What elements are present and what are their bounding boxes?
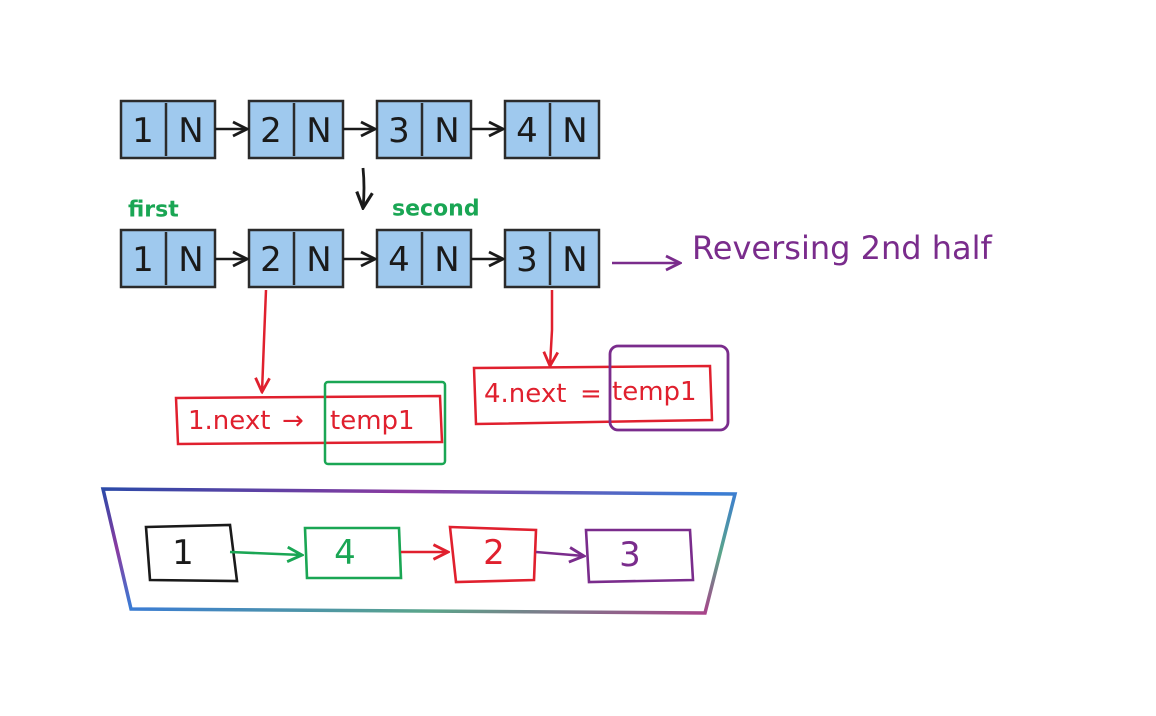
node-value: 2	[260, 240, 282, 280]
list-node: 1 N	[119, 228, 217, 289]
red-pointer-arrow	[550, 290, 552, 366]
node-next: N	[178, 240, 203, 280]
step-box-border	[472, 364, 714, 426]
step-right-target: temp1	[612, 377, 697, 407]
node-next: N	[306, 111, 331, 151]
result-arrow	[535, 552, 584, 556]
node-box	[503, 99, 601, 160]
result-frame: 1 4 2 3	[100, 487, 738, 615]
result-node-box	[303, 526, 403, 580]
step-box-left: 1.next → temp1	[174, 380, 447, 466]
list-node: 4 N	[503, 99, 601, 160]
list-node: 1 N	[119, 99, 217, 160]
step-left-arrow: →	[282, 406, 304, 436]
list-node: 4 N	[375, 228, 473, 289]
step-right-prefix: 4.next	[484, 379, 566, 409]
result-node: 1	[144, 523, 239, 583]
node-box	[247, 99, 345, 160]
temp-highlight-box	[323, 380, 447, 466]
node-next: N	[434, 111, 459, 151]
result-arrow	[229, 552, 302, 555]
pointer-first-label: first	[128, 198, 179, 223]
step-box-border	[174, 394, 444, 446]
result-node: 3	[584, 528, 695, 584]
node-box	[375, 99, 473, 160]
result-node-value: 1	[172, 533, 194, 573]
node-next: N	[562, 240, 587, 280]
modified-list: 1 N 2 N 4 N 3 N	[119, 228, 601, 289]
result-node-box	[144, 523, 239, 583]
step-left-prefix: 1.next	[188, 406, 270, 436]
result-node-box	[584, 528, 695, 584]
result-frame-border	[100, 487, 738, 615]
result-node-value: 4	[334, 533, 356, 573]
temp-highlight-box	[608, 344, 730, 432]
result-node-box	[448, 525, 538, 584]
step-right-equals: =	[580, 379, 602, 409]
transform-arrow	[363, 167, 364, 208]
node-box	[247, 228, 345, 289]
result-node: 4	[303, 526, 403, 580]
node-next: N	[434, 240, 459, 280]
step-left-target: temp1	[330, 406, 415, 436]
original-list: 1 N 2 N 3 N 4 N	[119, 99, 601, 160]
node-box	[119, 228, 217, 289]
list-node: 3 N	[503, 228, 601, 289]
node-next: N	[306, 240, 331, 280]
list-node: 3 N	[375, 99, 473, 160]
node-box	[375, 228, 473, 289]
node-value: 2	[260, 111, 282, 151]
result-node-value: 2	[483, 533, 505, 573]
node-value: 1	[132, 111, 154, 151]
pointer-second-label: second	[392, 197, 480, 222]
node-next: N	[178, 111, 203, 151]
node-box	[119, 99, 217, 160]
result-node: 2	[448, 525, 538, 584]
node-box	[503, 228, 601, 289]
node-value: 4	[516, 111, 538, 151]
step-box-right: 4.next = temp1	[472, 344, 730, 432]
annotation-text: Reversing 2nd half	[692, 229, 993, 267]
node-value: 4	[388, 240, 410, 280]
red-pointer-arrow	[262, 289, 266, 392]
node-next: N	[562, 111, 587, 151]
node-value: 3	[388, 111, 410, 151]
list-node: 2 N	[247, 99, 345, 160]
result-node-value: 3	[619, 535, 641, 575]
node-value: 3	[516, 240, 538, 280]
list-node: 2 N	[247, 228, 345, 289]
node-value: 1	[132, 240, 154, 280]
